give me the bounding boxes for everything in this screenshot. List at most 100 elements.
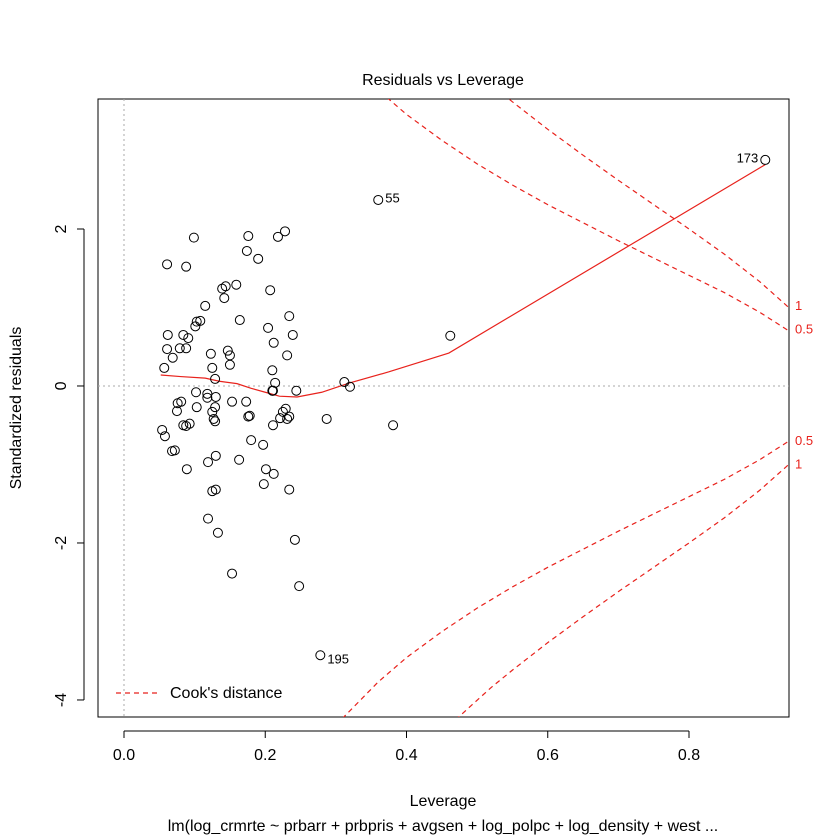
point <box>181 464 192 475</box>
point <box>265 285 276 296</box>
point <box>181 261 192 272</box>
y-tick-label: 0 <box>53 381 70 390</box>
point <box>191 402 202 413</box>
point <box>162 329 173 340</box>
point <box>243 231 254 242</box>
point <box>178 329 189 340</box>
y-tick-label: 2 <box>53 224 70 233</box>
point <box>294 581 305 592</box>
point <box>321 413 332 424</box>
axes: 0.0 0.2 0.4 0.6 0.8 -4 -2 0 2 0.5 0.5 1 1 Cook's dist… <box>53 224 813 764</box>
smoother-line <box>160 164 766 398</box>
point <box>289 534 300 545</box>
x-tick-label: 0.8 <box>678 747 700 764</box>
x-tick-label: 0.0 <box>113 747 135 764</box>
point <box>183 333 194 344</box>
point <box>234 315 245 326</box>
point <box>227 568 238 579</box>
point <box>241 396 252 407</box>
point <box>205 348 216 359</box>
point <box>174 343 185 354</box>
point <box>287 329 298 340</box>
point <box>176 396 187 407</box>
point <box>203 513 214 524</box>
point <box>373 194 384 205</box>
point <box>263 322 274 333</box>
point-label: 55 <box>385 190 399 205</box>
point <box>207 362 218 373</box>
point <box>220 281 231 292</box>
y-axis-label: Standardized residuals <box>8 327 25 490</box>
point <box>291 385 302 396</box>
cook-curve-label: 0.5 <box>795 433 813 448</box>
point <box>760 154 771 165</box>
point <box>184 418 195 429</box>
point <box>234 454 245 465</box>
cook-curve <box>387 99 789 331</box>
plot-frame <box>97 98 790 718</box>
point <box>344 381 355 392</box>
y-tick-label: -2 <box>53 536 70 550</box>
chart-title: Residuals vs Leverage <box>362 72 524 89</box>
cook-curve-label: 1 <box>795 298 802 313</box>
x-axis-label: Leverage <box>410 793 477 810</box>
point <box>210 391 221 402</box>
point-label: 195 <box>327 652 349 667</box>
point <box>210 484 221 495</box>
cook-curve-label: 1 <box>795 457 802 472</box>
point <box>272 231 283 242</box>
point <box>388 420 399 431</box>
point <box>190 321 201 332</box>
point <box>267 365 278 376</box>
point <box>188 232 199 243</box>
point <box>210 373 221 384</box>
point <box>203 457 214 468</box>
point <box>258 479 269 490</box>
point <box>227 396 238 407</box>
point <box>167 352 178 363</box>
point <box>315 650 326 661</box>
y-tick-label: -4 <box>53 693 70 707</box>
point <box>282 350 293 361</box>
point <box>284 484 295 495</box>
point <box>284 411 295 422</box>
point <box>224 359 235 370</box>
cook-curve <box>508 99 789 308</box>
point <box>191 387 202 398</box>
point <box>280 226 291 237</box>
point <box>210 402 221 413</box>
point <box>267 385 278 396</box>
point <box>284 311 295 322</box>
point <box>210 416 221 427</box>
point <box>243 411 254 422</box>
point <box>217 283 228 294</box>
point <box>162 344 173 355</box>
cook-curve <box>457 464 789 717</box>
point <box>282 413 293 424</box>
point <box>157 424 168 435</box>
point <box>191 316 202 327</box>
point <box>181 343 192 354</box>
point <box>268 420 279 431</box>
point <box>202 392 213 403</box>
point <box>244 410 255 421</box>
point <box>167 446 178 457</box>
point <box>200 300 211 311</box>
point <box>222 345 233 356</box>
x-tick-label: 0.6 <box>537 747 559 764</box>
point <box>162 259 173 270</box>
point <box>181 421 192 432</box>
point <box>260 464 271 475</box>
point <box>231 279 242 290</box>
point <box>202 388 213 399</box>
point <box>195 315 206 326</box>
x-tick-label: 0.2 <box>254 747 276 764</box>
point <box>171 406 182 417</box>
point <box>268 337 279 348</box>
legend-label: Cook's distance <box>170 685 283 702</box>
point <box>241 245 252 256</box>
point <box>159 362 170 373</box>
point <box>253 253 264 264</box>
point <box>224 350 235 361</box>
